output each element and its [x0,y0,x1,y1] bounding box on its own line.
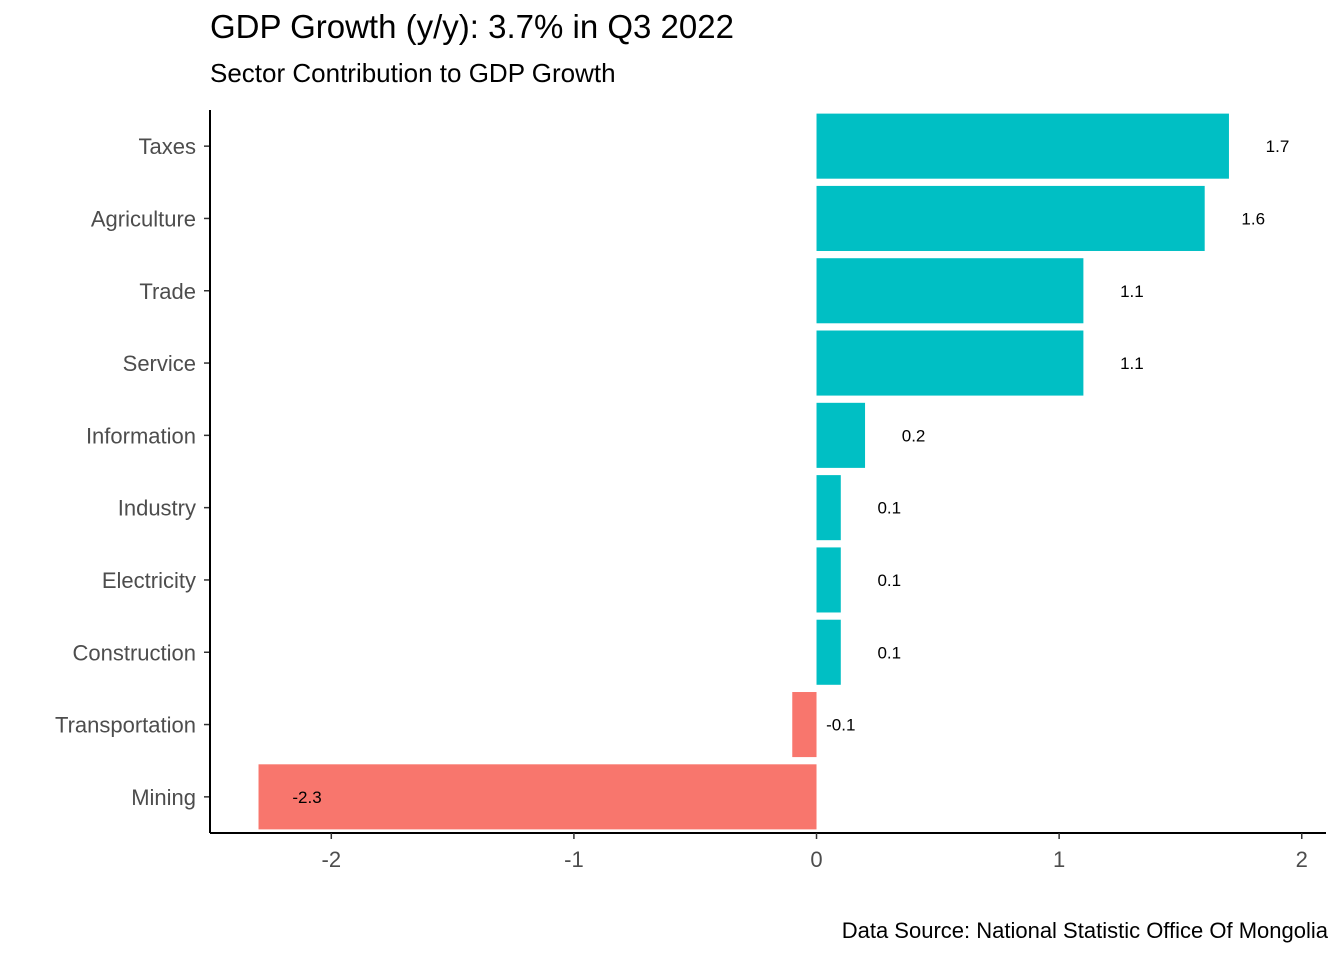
x-tick-label-1: -1 [564,847,584,872]
bar-service [816,330,1084,396]
bar-agriculture [816,185,1205,251]
y-label-construction: Construction [72,640,196,665]
bar-mining [258,764,817,830]
x-axis: -2 -1 0 1 2 [210,832,1326,872]
value-label-construction: 0.1 [877,643,901,662]
value-label-agriculture: 1.6 [1241,209,1265,228]
y-label-taxes: Taxes [139,134,196,159]
bar-taxes [816,113,1229,179]
y-label-electricity: Electricity [102,568,196,593]
value-label-service: 1.1 [1120,354,1144,373]
y-label-trade: Trade [139,279,196,304]
value-label-information: 0.2 [902,426,926,445]
value-label-transportation: -0.1 [826,716,855,735]
data-source-caption: Data Source: National Statistic Office O… [841,918,1328,943]
y-label-information: Information [86,423,196,448]
value-labels-group: 1.7 1.6 1.1 1.1 0.2 0.1 0.1 0.1 -0.1 -2.3 [292,137,1289,807]
x-tick-label-2: 0 [810,847,822,872]
bar-transportation [792,692,817,758]
x-tick-label-4: 2 [1296,847,1308,872]
x-tick-label-3: 1 [1053,847,1065,872]
chart-title: GDP Growth (y/y): 3.7% in Q3 2022 [210,8,734,45]
y-label-transportation: Transportation [55,713,196,738]
y-label-mining: Mining [131,785,196,810]
value-label-industry: 0.1 [877,499,901,518]
value-label-electricity: 0.1 [877,571,901,590]
bar-electricity [816,547,841,613]
bar-construction [816,619,841,685]
bar-trade [816,258,1084,324]
bar-information [816,402,866,468]
value-label-taxes: 1.7 [1266,137,1290,156]
bars-group [258,113,1229,830]
y-axis: Taxes Agriculture Trade Service Information I… [55,110,211,833]
value-label-mining: -2.3 [292,788,321,807]
x-tick-label-0: -2 [322,847,342,872]
y-label-industry: Industry [118,496,196,521]
bar-industry [816,475,841,541]
value-label-trade: 1.1 [1120,282,1144,301]
y-label-agriculture: Agriculture [91,206,196,231]
chart-subtitle: Sector Contribution to GDP Growth [210,58,616,88]
y-label-service: Service [123,351,196,376]
